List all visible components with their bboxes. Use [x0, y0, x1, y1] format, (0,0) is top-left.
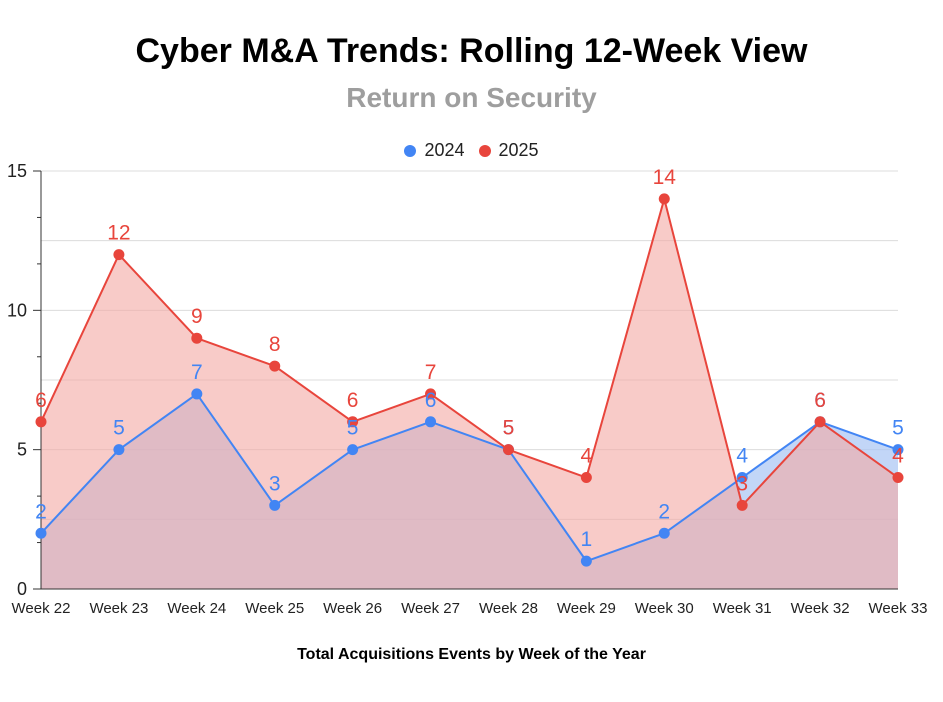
point-2025-week-25: [269, 360, 281, 372]
x-tick-label: Week 26: [323, 600, 382, 617]
data-label-2025: 6: [347, 389, 359, 412]
data-label-2024: 6: [814, 389, 826, 412]
x-tick-label: Week 23: [89, 600, 148, 617]
point-2025-week-30: [658, 193, 670, 205]
point-2025-week-31: [736, 499, 748, 511]
point-2025-week-22: [35, 416, 47, 428]
point-2025-week-32: [814, 416, 826, 428]
legend-item-2024[interactable]: 2024: [404, 140, 465, 161]
data-label-2024: 4: [736, 445, 748, 468]
x-tick-label: Week 28: [479, 600, 538, 617]
point-2024-week-30: [658, 527, 670, 539]
legend-label-2025: 2025: [498, 140, 539, 160]
legend-label-2024: 2024: [424, 140, 465, 160]
x-tick-label: Week 33: [869, 600, 928, 617]
chart-subtitle: Return on Security: [346, 82, 597, 113]
data-label-2025: 8: [269, 333, 281, 356]
y-tick-label-0: 0: [17, 579, 27, 599]
y-tick-label-5: 5: [17, 440, 27, 460]
x-tick-label: Week 32: [791, 600, 850, 617]
point-2024-week-33: [892, 444, 904, 456]
legend-item-2025[interactable]: 2025: [478, 140, 539, 161]
data-label-2024: 6: [425, 389, 437, 412]
point-2024-week-25: [269, 499, 281, 511]
point-2024-week-29: [580, 555, 592, 567]
x-tick-label: Week 31: [713, 600, 772, 617]
data-label-2024: 3: [269, 472, 281, 495]
data-label-2025: 5: [503, 417, 515, 440]
data-label-2024: 1: [581, 528, 593, 551]
data-label-2024: 5: [503, 417, 515, 440]
point-2024-week-31: [736, 472, 748, 484]
data-label-2024: 7: [191, 361, 203, 384]
data-label-2025: 14: [653, 166, 677, 189]
area-layer: [41, 198, 898, 589]
point-2025-week-29: [580, 472, 592, 484]
area-2025: [41, 198, 898, 589]
point-2024-week-22: [35, 527, 47, 539]
data-label-2025: 9: [191, 305, 203, 328]
data-label-2024: 5: [113, 417, 125, 440]
data-label-2025: 3: [736, 472, 748, 495]
point-2025-week-28: [502, 444, 514, 456]
x-tick-label: Week 27: [401, 600, 460, 617]
data-label-2025: 4: [581, 445, 593, 468]
data-label-2025: 12: [107, 222, 130, 245]
point-2024-week-26: [347, 444, 359, 456]
point-2025-week-33: [892, 472, 904, 484]
y-tick-label-15: 15: [7, 161, 27, 181]
x-tick-label: Week 24: [167, 600, 226, 617]
point-2024-week-23: [113, 444, 125, 456]
data-label-2024: 5: [892, 417, 904, 440]
legend: 2024 2025: [0, 140, 943, 161]
point-2025-week-27: [425, 388, 437, 400]
x-tick-label: Week 30: [635, 600, 694, 617]
x-tick-label: Week 29: [557, 600, 616, 617]
data-label-2024: 5: [347, 417, 359, 440]
legend-marker-2025: [478, 144, 491, 157]
data-label-2025: 6: [814, 389, 826, 412]
line-2024: [40, 392, 899, 563]
point-2025-week-23: [113, 249, 125, 261]
line-layer: [35, 193, 904, 567]
x-tick-label: Week 22: [12, 600, 71, 617]
data-label-2024: 2: [35, 500, 47, 523]
point-2025-week-26: [347, 416, 359, 428]
legend-marker-2024: [404, 144, 417, 157]
x-tick-label: Week 25: [245, 600, 304, 617]
x-axis-title: Total Acquisitions Events by Week of the…: [297, 646, 646, 663]
data-label-2025: 7: [425, 361, 437, 384]
data-label-2025: 4: [892, 445, 904, 468]
point-2024-week-27: [425, 416, 437, 428]
data-label-2025: 6: [35, 389, 47, 412]
y-tick-label-10: 10: [7, 300, 27, 320]
point-2024-week-24: [191, 388, 203, 400]
point-2025-week-24: [191, 332, 203, 344]
data-label-2024: 2: [658, 500, 670, 523]
chart-title: Cyber M&A Trends: Rolling 12-Week View: [135, 32, 808, 70]
line-2025: [40, 197, 899, 507]
